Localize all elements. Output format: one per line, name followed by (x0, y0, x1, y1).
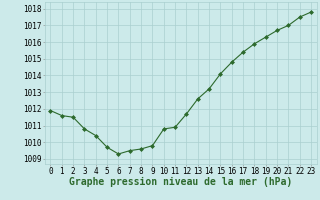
X-axis label: Graphe pression niveau de la mer (hPa): Graphe pression niveau de la mer (hPa) (69, 177, 292, 187)
